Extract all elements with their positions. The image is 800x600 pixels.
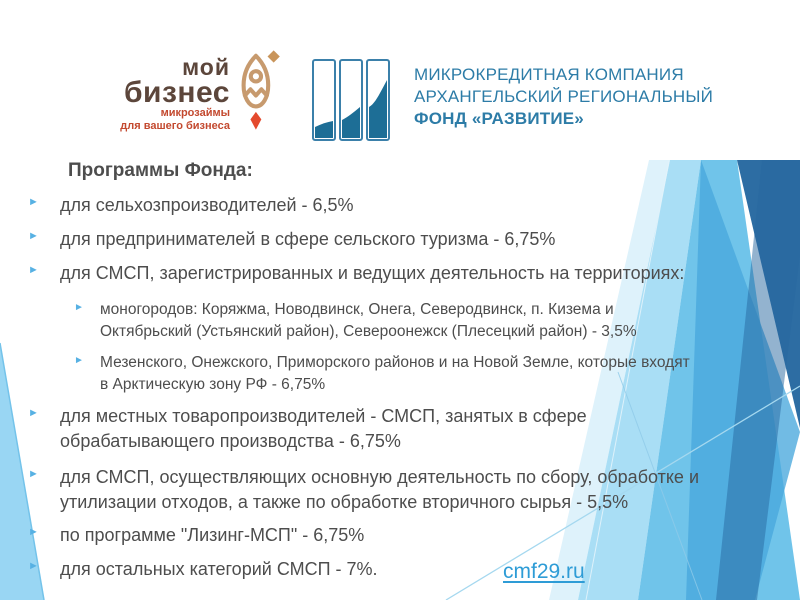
- my-business-logo-text: мой бизнес микрозаймы для вашего бизнеса: [100, 54, 230, 133]
- bullet-text: для остальных категорий СМСП - 7%.: [60, 559, 378, 579]
- bullet-text: для сельхозпроизводителей - 6,5%: [60, 195, 354, 215]
- bullet-text: для предпринимателей в сфере сельского т…: [60, 229, 556, 249]
- bullet-arrow-icon: ►: [28, 264, 39, 276]
- bullet-item: ► для остальных категорий СМСП - 7%.: [28, 557, 378, 582]
- bullet-arrow-icon: ►: [28, 560, 39, 572]
- bullet-item: ► по программе "Лизинг-МСП" - 6,75%: [28, 523, 365, 548]
- bullet-item: ► для сельхозпроизводителей - 6,5%: [28, 193, 354, 218]
- bullet-arrow-icon: ►: [74, 355, 84, 366]
- bullet-text: моногородов: Коряжма, Новодвинск, Онега,…: [100, 301, 637, 340]
- fund-bars-icon: [312, 59, 390, 141]
- site-link[interactable]: cmf29.ru: [503, 560, 585, 583]
- logo-word-moy: мой: [182, 54, 230, 80]
- bullet-item: ► для СМСП, осуществляющих основную деят…: [28, 465, 720, 515]
- bullet-arrow-icon: ►: [28, 526, 39, 538]
- fund-name-line3: ФОНД «РАЗВИТИЕ»: [414, 109, 584, 128]
- logo-tagline-1: микрозаймы: [160, 107, 230, 119]
- bullet-text: по программе "Лизинг-МСП" - 6,75%: [60, 525, 365, 545]
- fund-name-line2: АРХАНГЕЛЬСКИЙ РЕГИОНАЛЬНЫЙ: [414, 87, 714, 106]
- bullet-text: для местных товаропроизводителей - СМСП,…: [60, 406, 587, 451]
- left-wedge-decoration: [0, 342, 45, 600]
- bullet-text: Мезенского, Онежского, Приморского район…: [100, 354, 690, 393]
- bullet-text: для СМСП, зарегистрированных и ведущих д…: [60, 263, 685, 283]
- bullet-arrow-icon: ►: [28, 468, 39, 480]
- fund-name: МИКРОКРЕДИТНАЯ КОМПАНИЯ АРХАНГЕЛЬСКИЙ РЕ…: [414, 64, 713, 130]
- bullet-item: ► моногородов: Коряжма, Новодвинск, Онег…: [74, 299, 665, 343]
- bullet-item: ► Мезенского, Онежского, Приморского рай…: [74, 352, 700, 396]
- logo-word-biznes: бизнес: [124, 76, 230, 109]
- bullet-arrow-icon: ►: [28, 407, 39, 419]
- right-triangles-decoration: [445, 160, 800, 600]
- bullet-item: ► для предпринимателей в сфере сельского…: [28, 227, 556, 252]
- bullet-text: для СМСП, осуществляющих основную деятел…: [60, 467, 699, 512]
- fund-name-line1: МИКРОКРЕДИТНАЯ КОМПАНИЯ: [414, 65, 684, 84]
- rocket-icon: [241, 50, 280, 130]
- bullet-item: ► для СМСП, зарегистрированных и ведущих…: [28, 261, 685, 286]
- bullet-arrow-icon: ►: [74, 302, 84, 313]
- bullet-item: ► для местных товаропроизводителей - СМС…: [28, 404, 660, 454]
- logo-tagline-2: для вашего бизнеса: [120, 120, 230, 132]
- bullet-arrow-icon: ►: [28, 196, 39, 208]
- page-title: Программы Фонда:: [68, 160, 253, 181]
- bullet-arrow-icon: ►: [28, 230, 39, 242]
